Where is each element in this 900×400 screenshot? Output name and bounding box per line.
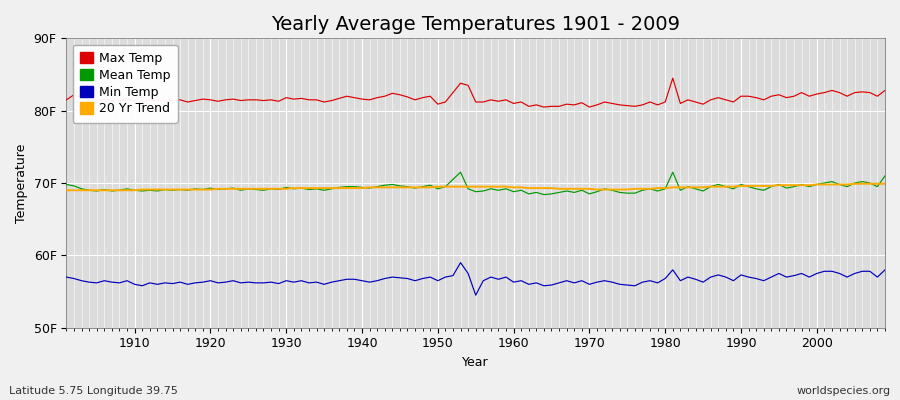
Text: worldspecies.org: worldspecies.org bbox=[796, 386, 891, 396]
Title: Yearly Average Temperatures 1901 - 2009: Yearly Average Temperatures 1901 - 2009 bbox=[271, 15, 680, 34]
Legend: Max Temp, Mean Temp, Min Temp, 20 Yr Trend: Max Temp, Mean Temp, Min Temp, 20 Yr Tre… bbox=[73, 44, 178, 123]
Y-axis label: Temperature: Temperature bbox=[15, 143, 28, 223]
X-axis label: Year: Year bbox=[463, 356, 489, 369]
Text: Latitude 5.75 Longitude 39.75: Latitude 5.75 Longitude 39.75 bbox=[9, 386, 178, 396]
